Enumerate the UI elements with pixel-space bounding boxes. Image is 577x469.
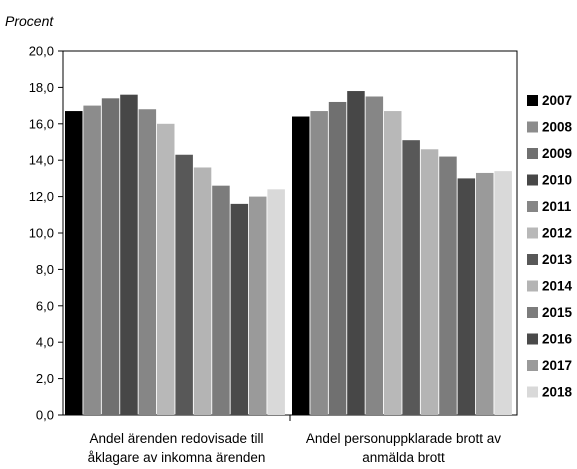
legend-label: 2018 bbox=[542, 385, 573, 400]
bar-2010-1 bbox=[120, 94, 138, 416]
legend-swatch-2010 bbox=[527, 174, 538, 186]
legend-label: 2014 bbox=[542, 279, 573, 294]
bar-2009-2 bbox=[328, 101, 347, 416]
bar-2015-2 bbox=[439, 156, 457, 415]
bar-2008-1 bbox=[83, 105, 101, 415]
legend-swatch-2017 bbox=[527, 360, 538, 371]
legend-label: 2015 bbox=[542, 305, 573, 320]
legend-label: 2016 bbox=[542, 332, 573, 347]
legend-label: 2007 bbox=[542, 93, 572, 108]
y-tick-label: 14,0 bbox=[29, 153, 54, 168]
legend: 2007 2008 2009 2010 2011 2012 2013 2014 2015 2016… bbox=[527, 93, 573, 400]
y-tick-label: 4,0 bbox=[36, 335, 54, 350]
legend-label: 2008 bbox=[542, 120, 573, 135]
bar-2013-1 bbox=[175, 154, 193, 416]
x-category-label: Andel personuppklarade brott av anmälda b… bbox=[306, 431, 501, 465]
x-category-label: Andel ärenden redovisade till åklagare av… bbox=[88, 431, 266, 465]
legend-swatch-2016 bbox=[527, 333, 538, 345]
legend-swatch-2013 bbox=[527, 254, 538, 265]
bar-2016-2 bbox=[457, 178, 476, 415]
y-tick-label: 20,0 bbox=[29, 44, 54, 59]
bar-2009-1 bbox=[101, 98, 120, 415]
y-axis: 0,0 2,0 4,0 6,0 8,0 10,0 12,0 14,0 16,0 18,0 20,0 bbox=[29, 44, 63, 423]
y-tick-label: 6,0 bbox=[36, 298, 54, 313]
bar-series bbox=[65, 91, 512, 416]
y-tick-label: 0,0 bbox=[36, 408, 54, 423]
legend-label: 2013 bbox=[542, 252, 573, 267]
legend-swatch-2014 bbox=[527, 280, 538, 292]
bar-2011-2 bbox=[365, 96, 384, 415]
legend-label: 2017 bbox=[542, 358, 572, 373]
bar-2012-2 bbox=[384, 111, 402, 415]
bar-2010-2 bbox=[347, 91, 365, 415]
bar-2007-1 bbox=[65, 111, 83, 415]
bar-2007-2 bbox=[292, 116, 310, 416]
bar-2014-2 bbox=[420, 149, 439, 415]
bar-2011-1 bbox=[138, 109, 157, 416]
bar-2012-1 bbox=[157, 123, 175, 416]
legend-swatch-2008 bbox=[527, 121, 538, 133]
x-axis-categories: Andel ärenden redovisade till åklagare av… bbox=[88, 431, 502, 465]
bar-2018-1 bbox=[267, 189, 285, 415]
bar-2017-2 bbox=[476, 172, 494, 415]
legend-swatch-2011 bbox=[527, 201, 538, 212]
y-tick-label: 16,0 bbox=[29, 116, 54, 131]
y-tick-label: 12,0 bbox=[29, 189, 54, 204]
legend-label: 2010 bbox=[542, 173, 572, 188]
legend-swatch-2007 bbox=[527, 95, 538, 106]
bar-2008-2 bbox=[310, 111, 328, 415]
y-tick-label: 2,0 bbox=[36, 371, 54, 386]
y-axis-title: Procent bbox=[5, 13, 54, 29]
legend-swatch-2015 bbox=[527, 307, 538, 318]
bar-2015-1 bbox=[212, 185, 230, 415]
y-tick-label: 8,0 bbox=[36, 262, 54, 277]
legend-swatch-2018 bbox=[527, 386, 538, 398]
y-tick-label: 10,0 bbox=[29, 226, 54, 241]
legend-label: 2011 bbox=[542, 199, 572, 214]
bar-2016-1 bbox=[230, 203, 249, 415]
legend-label: 2009 bbox=[542, 146, 572, 161]
bar-2017-1 bbox=[249, 196, 267, 415]
legend-swatch-2012 bbox=[527, 227, 538, 239]
y-tick-label: 18,0 bbox=[29, 80, 54, 95]
legend-swatch-2009 bbox=[527, 148, 538, 159]
legend-label: 2012 bbox=[542, 226, 572, 241]
bar-2018-2 bbox=[494, 171, 512, 415]
bar-2014-1 bbox=[193, 167, 212, 415]
bar-2013-2 bbox=[402, 140, 420, 415]
